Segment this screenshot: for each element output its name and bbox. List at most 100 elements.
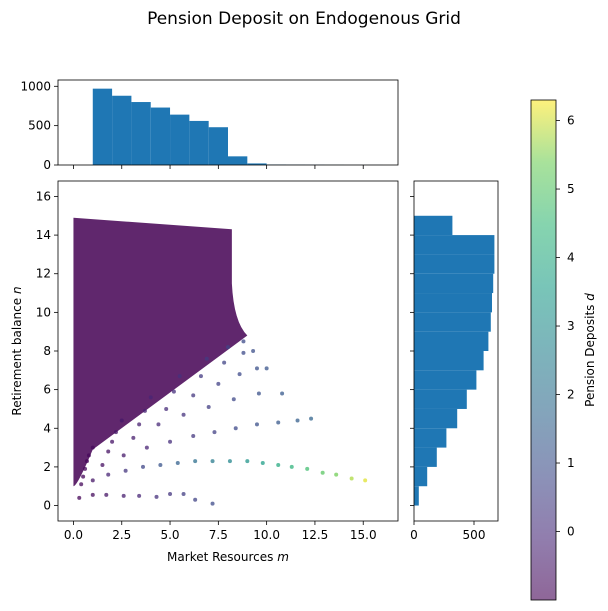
right-histogram-bars [414,215,495,506]
colorbar-label-text: Pension Deposits [583,305,597,407]
scatter-point [144,445,149,450]
y-tick-label: 4 [43,421,51,435]
top-y-tick-label: 1000 [20,79,51,93]
x-axis-label: Market Resources m [167,550,289,564]
scatter-point [233,426,238,431]
scatter-point [295,418,300,423]
scatter-point [231,397,236,402]
scatter-point [191,434,196,438]
scatter-point [241,350,246,355]
scatter-point [90,478,95,483]
right-histogram-bar [414,428,447,448]
scatter-point [177,374,182,379]
top-y-tick-label: 0 [43,158,51,172]
scatter-point [320,470,325,475]
right-x-tick-label: 0 [410,528,418,542]
right-histogram-bar [414,466,428,487]
scatter-plot-area [73,217,368,506]
scatter-point [241,339,246,344]
right-histogram-bar [414,235,495,255]
top-histogram: 0 500 1000 [20,79,399,172]
scatter-point [106,472,111,477]
main-y-ticks: 0 2 4 6 8 10 12 14 16 [36,189,58,513]
scatter-point [175,461,180,466]
x-tick-label: 5.0 [160,528,179,542]
scatter-point [181,412,186,417]
x-tick-label: 12.5 [302,528,329,542]
y-tick-label: 14 [36,228,51,242]
colorbar-ticks: 0 1 2 3 4 5 6 [556,114,575,539]
main-scatter: 0.0 2.5 5.0 7.5 10.0 12.5 15.0 0 2 4 6 8 10 12 14 16 M… [10,180,399,564]
top-y-tick-label: 500 [28,119,51,133]
top-histogram-bar [208,127,228,165]
scatter-point [193,497,198,502]
chart-title: Pension Deposit on Endogenous Grid [147,9,461,29]
dense-grid-region [73,217,248,487]
scatter-point [137,422,142,427]
scatter-point [256,391,261,396]
scatter-point [210,501,215,506]
top-histogram-y-ticks: 0 500 1000 [20,79,58,172]
right-histogram-bar [414,351,484,371]
scatter-point [113,430,118,435]
scatter-point [164,406,169,411]
scatter-point [156,422,161,427]
right-histogram-bar [414,447,437,467]
scatter-point [137,493,142,498]
scatter-point [276,462,281,467]
colorbar-label-var: d [583,293,597,301]
colorbar-tick-label: 4 [567,251,575,265]
y-tick-label: 16 [36,189,51,203]
y-tick-label: 2 [43,460,51,474]
dense-region-fill [73,217,248,487]
colorbar-gradient [531,100,556,600]
scatter-point [245,459,250,464]
x-tick-label: 15.0 [350,528,377,542]
colorbar-tick-label: 6 [567,114,575,128]
scatter-point [226,345,230,350]
y-tick-label: 10 [36,305,51,319]
scatter-point [198,374,203,379]
scatter-point [254,366,259,371]
scatter-point [181,491,186,496]
scatter-point [305,466,310,471]
colorbar: 0 1 2 3 4 5 6 Pension Deposits d [530,99,597,601]
right-histogram-bar [414,254,495,274]
scatter-point [216,381,221,386]
scatter-point [222,360,227,365]
top-histogram-frame [57,79,399,166]
right-histogram-bar [414,331,489,351]
scatter-point [84,459,89,464]
right-histogram-y-ticks [410,196,414,506]
x-tick-label: 0.0 [64,528,83,542]
colorbar-tick-label: 3 [567,319,575,333]
scatter-point [204,356,209,361]
top-histogram-bar [112,95,132,165]
colorbar-tick-label: 0 [567,525,575,539]
x-axis-label-text: Market Resources [167,550,273,564]
scatter-point [227,459,232,464]
y-tick-label: 0 [43,499,51,513]
scatter-point [334,472,339,477]
x-tick-label: 2.5 [112,528,131,542]
scatter-point [100,462,105,467]
top-histogram-bar [150,107,171,165]
scatter-point [191,393,196,398]
scatter-points [77,339,368,506]
x-axis-label-var: m [277,550,289,564]
scatter-point [90,492,95,497]
top-histogram-bar [92,88,113,165]
scatter-point [254,422,259,427]
scatter-point [158,462,163,467]
right-histogram: 0 500 [410,180,499,542]
right-histogram-bar [414,273,494,294]
right-histogram-bar [414,215,453,236]
scatter-point [86,453,91,458]
top-histogram-bar [131,102,151,165]
scatter-point [131,435,136,440]
right-x-tick-label: 500 [463,528,486,542]
scatter-point [81,474,86,479]
scatter-point [193,459,198,464]
scatter-point [142,408,147,413]
scatter-point [212,430,217,435]
